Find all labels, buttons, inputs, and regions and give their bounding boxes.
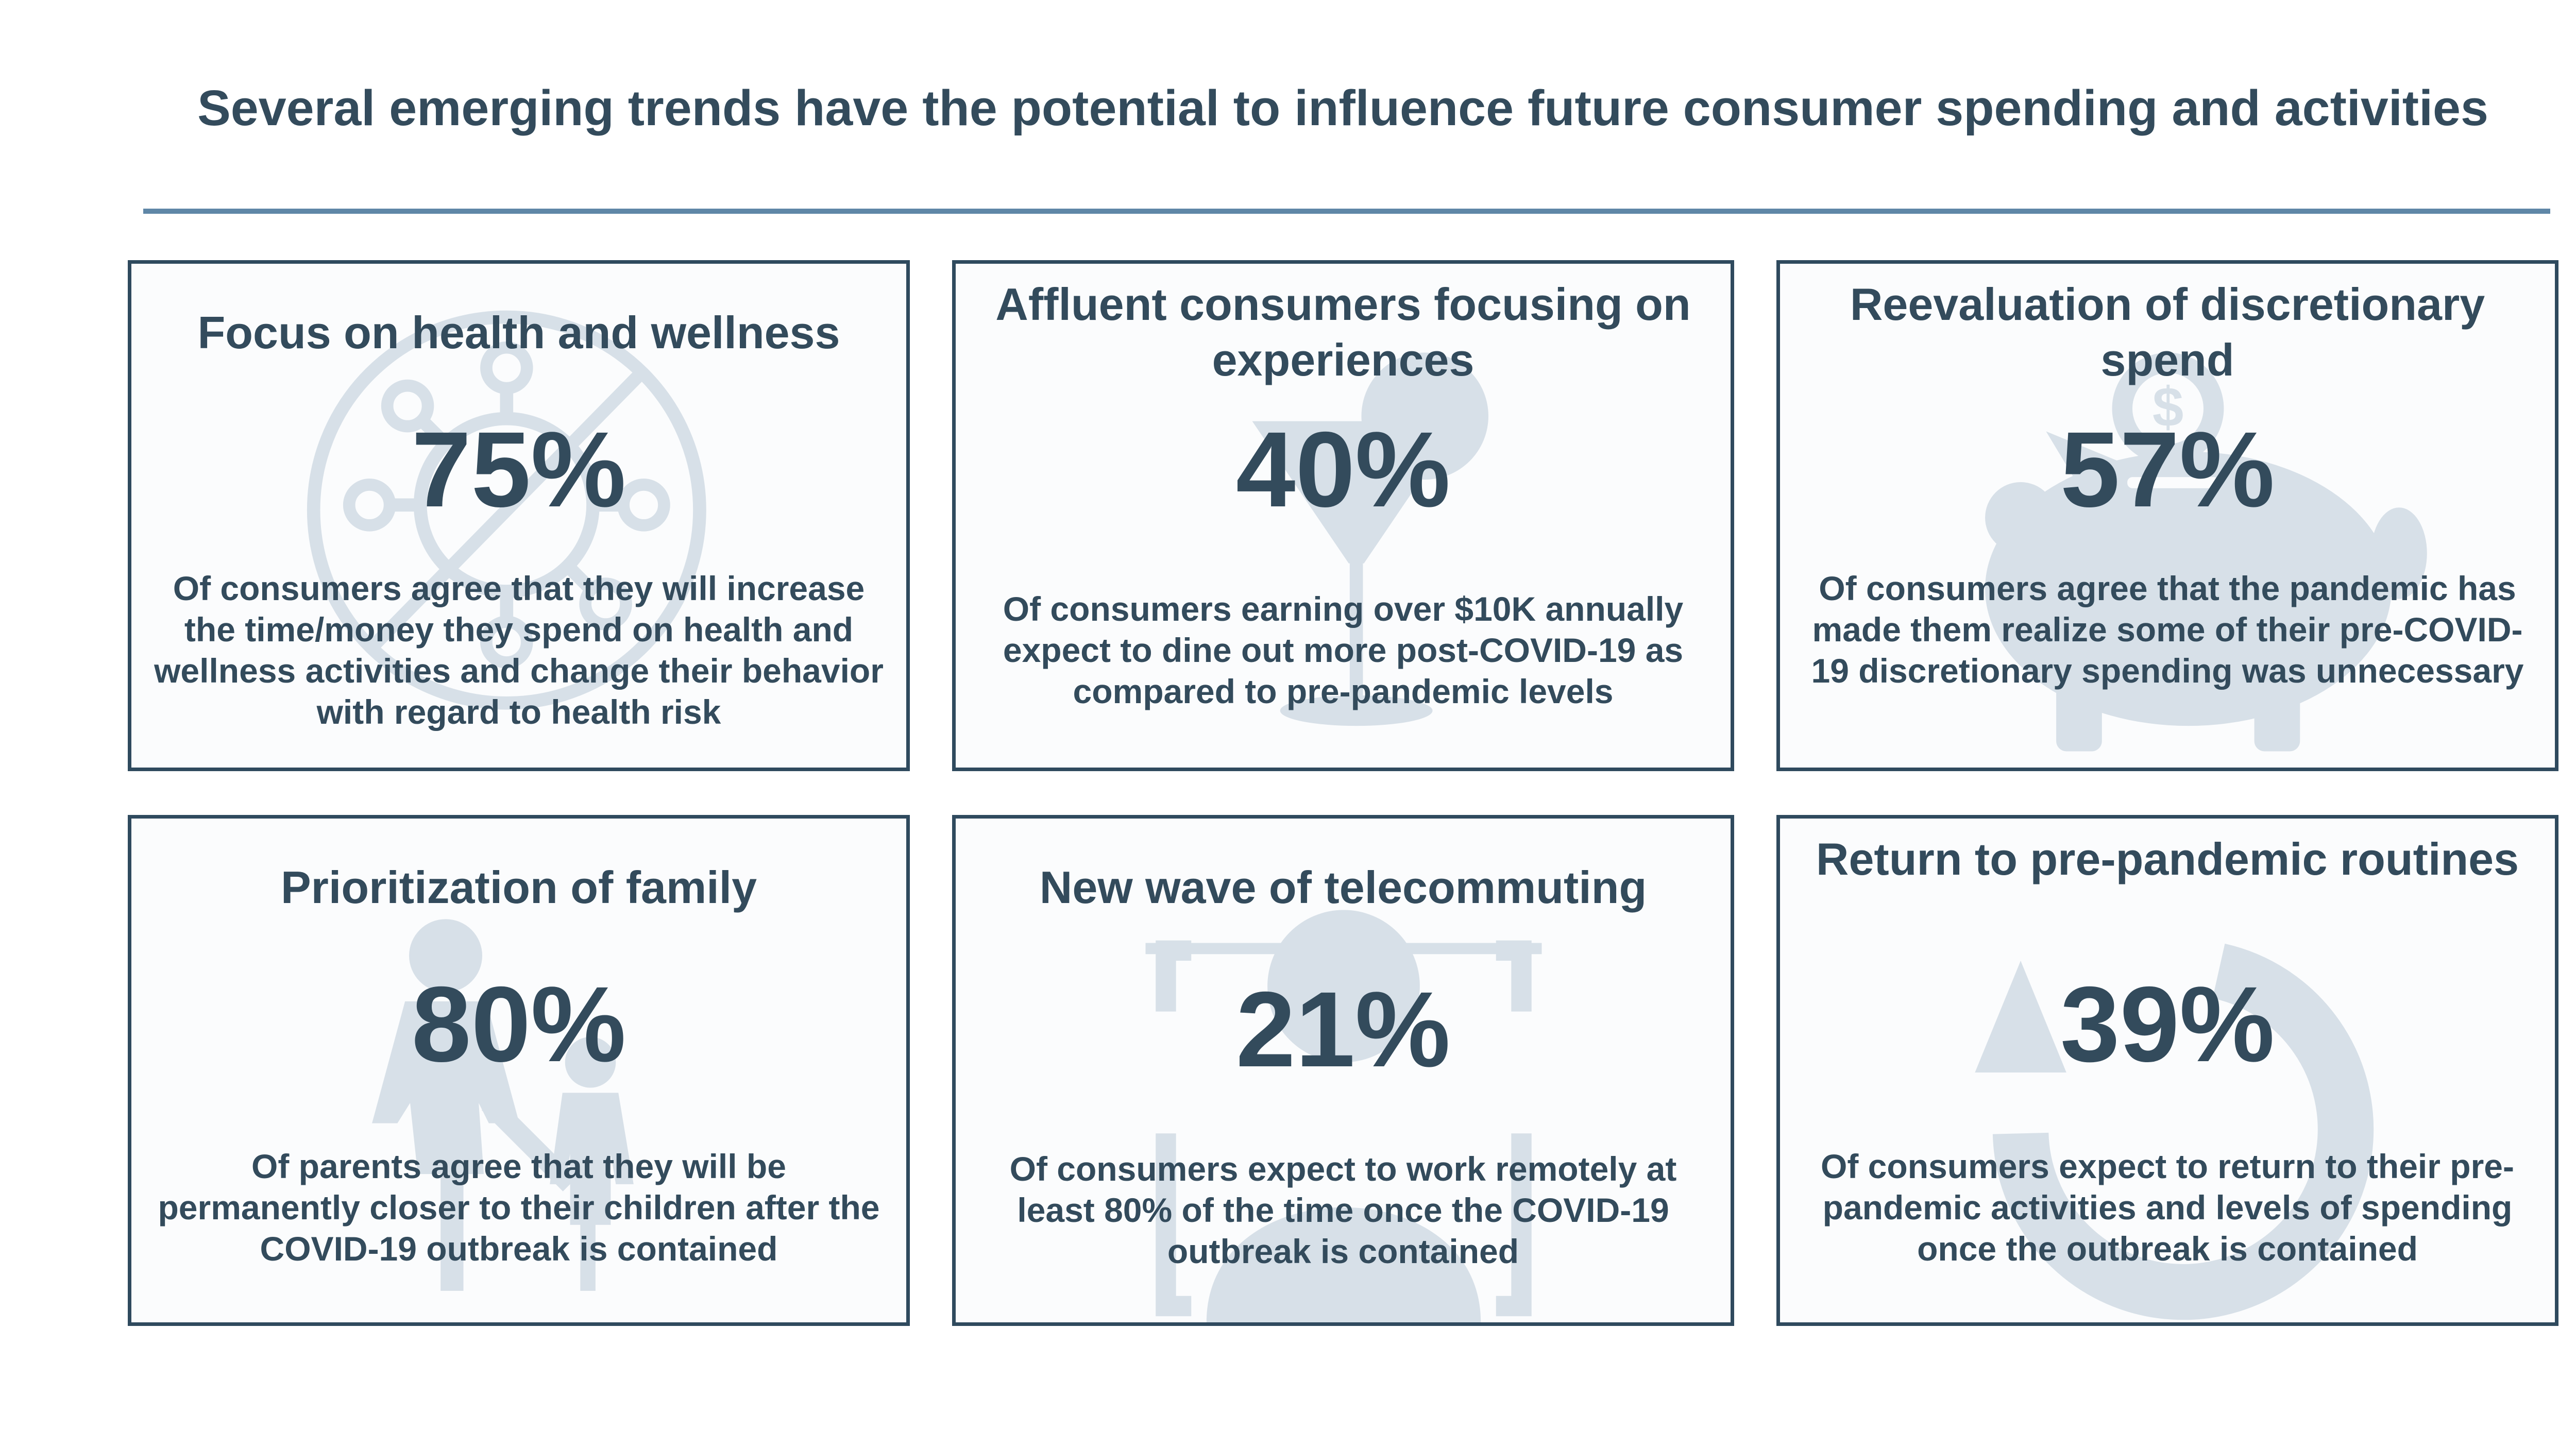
- card-heading: New wave of telecommuting: [1039, 862, 1647, 913]
- trend-card-health: Focus on health and wellness 75% Of cons…: [128, 260, 910, 771]
- card-heading: Return to pre-pandemic routines: [1816, 833, 2519, 884]
- card-description: Of consumers expect to work remotely at …: [1009, 1150, 1677, 1270]
- trend-card-discretionary: $ Reevaluation of discretionary spend 57…: [1776, 260, 2558, 771]
- card-stat: 21%: [1235, 970, 1451, 1089]
- card-description: Of consumers agree that they will increa…: [154, 569, 884, 731]
- card-heading: Prioritization of family: [280, 862, 757, 913]
- parent-child-icon: [372, 919, 634, 1291]
- card-stat: 57%: [2060, 410, 2275, 530]
- trend-card-routines: Return to pre-pandemic routines 39% Of c…: [1776, 815, 2558, 1326]
- card-description: Of consumers expect to return to their p…: [1821, 1147, 2514, 1268]
- page-title: Several emerging trends have the potenti…: [197, 80, 2488, 136]
- svg-text:$: $: [2153, 376, 2183, 438]
- card-description: Of consumers earning over $10K annually …: [1003, 590, 1684, 710]
- circular-arrow-icon: [1975, 943, 2374, 1320]
- card-heading: Affluent consumers focusing on experienc…: [995, 279, 1691, 385]
- trend-card-affluent: Affluent consumers focusing on experienc…: [952, 260, 1734, 771]
- piggy-bank-coin-icon: $: [1985, 352, 2427, 752]
- card-description: Of parents agree that they will be perma…: [158, 1147, 880, 1268]
- card-stat: 40%: [1235, 410, 1451, 530]
- virus-prohibited-icon: [307, 310, 706, 710]
- card-heading: Focus on health and wellness: [197, 307, 840, 358]
- card-stat: 75%: [411, 410, 626, 530]
- card-stat: 39%: [2060, 965, 2275, 1084]
- cocktail-glass-icon: [1252, 352, 1488, 726]
- trend-card-telecommuting: New wave of telecommuting 21% Of consume…: [952, 815, 1734, 1326]
- user-frame-icon: [1145, 910, 1542, 1322]
- card-description: Of consumers agree that the pandemic has…: [1811, 569, 2524, 690]
- trend-card-family: Prioritization of family 80% Of parents …: [128, 815, 910, 1326]
- title-divider: [143, 209, 2550, 214]
- card-stat: 80%: [411, 965, 626, 1084]
- card-heading: Reevaluation of discretionary spend: [1850, 279, 2485, 385]
